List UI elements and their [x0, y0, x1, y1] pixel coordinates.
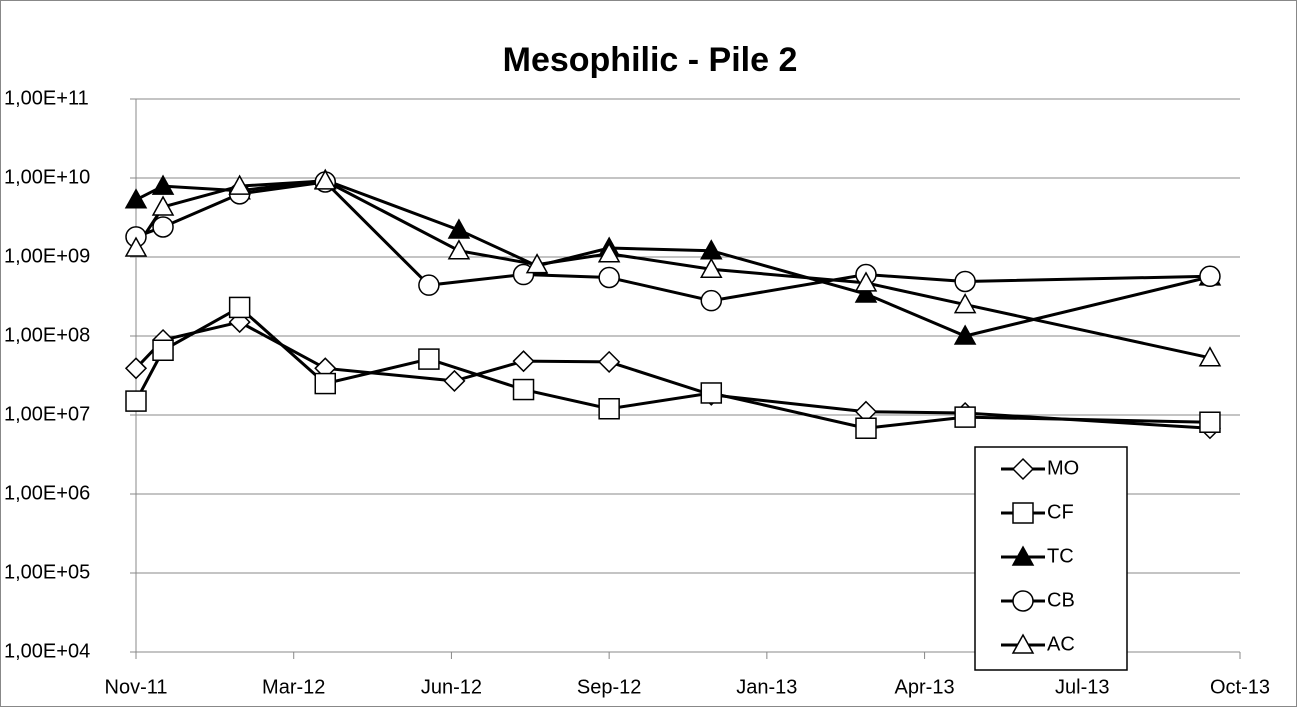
- y-tick-label: 1,00E+08: [4, 324, 90, 346]
- y-tick-label: 1,00E+10: [4, 166, 90, 188]
- x-tick-label: Jun-12: [421, 676, 482, 698]
- marker: [855, 417, 877, 439]
- y-tick-label: 1,00E+05: [4, 561, 90, 583]
- legend: MO CF TC CB AC: [974, 446, 1128, 671]
- y-tick-label: 1,00E+06: [4, 482, 90, 504]
- marker: [854, 271, 878, 292]
- marker: [700, 289, 723, 312]
- x-tick-label: Jul-13: [1055, 676, 1109, 698]
- legend-label: CF: [1047, 501, 1074, 523]
- x-tick-label: Oct-13: [1210, 676, 1270, 698]
- legend-marker: [1011, 633, 1035, 654]
- marker: [447, 218, 471, 239]
- marker: [1199, 265, 1221, 288]
- y-tick-label: 1,00E+04: [4, 640, 90, 662]
- marker: [124, 236, 148, 257]
- legend-marker: [1012, 502, 1034, 524]
- x-tick-label: Jan-13: [736, 676, 797, 698]
- legend-marker: [1011, 545, 1035, 566]
- y-tick-label: 1,00E+09: [4, 245, 90, 267]
- marker: [152, 339, 174, 362]
- marker: [512, 378, 535, 401]
- x-tick-label: Mar-12: [262, 676, 325, 698]
- marker: [228, 296, 251, 319]
- marker: [124, 357, 148, 380]
- legend-marker: [1012, 590, 1034, 612]
- marker: [313, 169, 337, 190]
- marker: [418, 348, 440, 370]
- marker: [954, 406, 976, 428]
- legend-label: MO: [1047, 457, 1079, 479]
- marker: [418, 274, 440, 296]
- marker: [314, 372, 337, 395]
- marker: [598, 397, 620, 420]
- marker: [597, 242, 621, 263]
- marker: [854, 282, 878, 303]
- marker: [151, 195, 175, 216]
- x-tick-label: Sep-12: [577, 676, 642, 698]
- marker: [228, 174, 251, 195]
- marker: [525, 253, 549, 274]
- marker: [953, 293, 977, 314]
- legend-label: AC: [1047, 633, 1075, 655]
- x-tick-label: Nov-11: [105, 676, 168, 698]
- marker: [443, 369, 466, 392]
- marker: [700, 382, 723, 404]
- marker: [598, 266, 620, 289]
- marker: [700, 257, 723, 278]
- marker: [1198, 346, 1222, 367]
- y-tick-label: 1,00E+07: [4, 403, 90, 425]
- marker: [953, 324, 977, 345]
- marker: [598, 350, 621, 373]
- chart-title: Mesophilic - Pile 2: [503, 41, 798, 79]
- marker: [512, 350, 535, 373]
- marker: [152, 216, 174, 238]
- legend-box: [974, 446, 1128, 671]
- x-tick-label: Apr-13: [895, 676, 955, 698]
- legend-marker: [1011, 457, 1035, 481]
- marker: [447, 239, 471, 260]
- y-tick-label: 1,00E+11: [4, 87, 89, 109]
- marker: [124, 188, 148, 209]
- legend-label: TC: [1047, 545, 1074, 567]
- marker: [151, 174, 175, 195]
- marker: [1199, 411, 1221, 433]
- marker: [954, 270, 976, 293]
- marker: [125, 390, 147, 412]
- legend-label: CB: [1047, 589, 1075, 611]
